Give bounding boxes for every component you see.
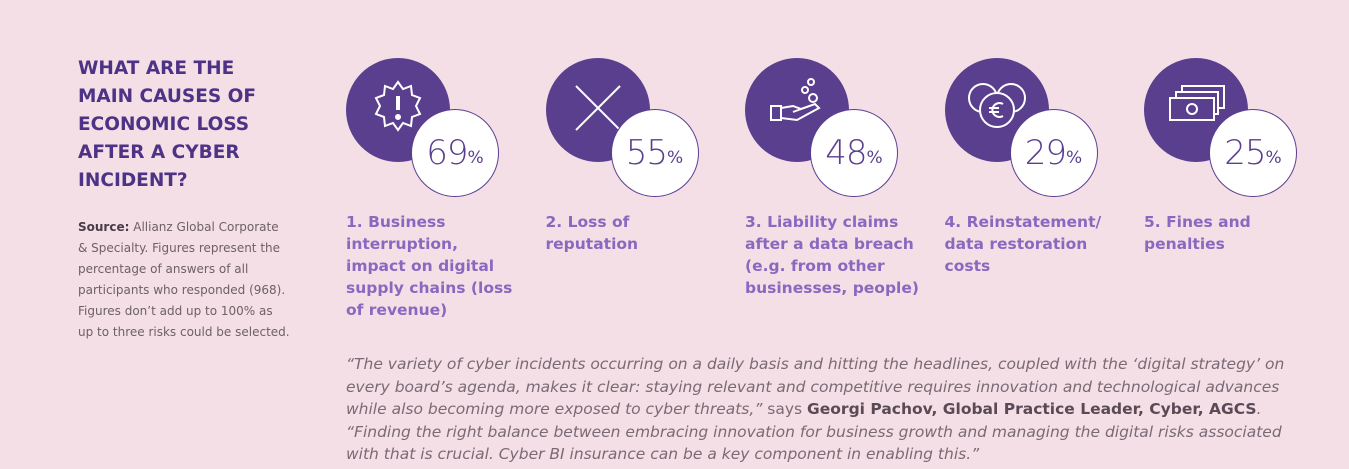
cause-label: 4. Reinstatement/ data restoration costs — [944, 213, 1102, 275]
percent-circle: 25% — [1209, 109, 1297, 197]
cause-item: 55% 2. Loss of reputation — [545, 58, 736, 328]
icon — [574, 85, 621, 131]
quote: “The variety of cyber incidents occurrin… — [346, 353, 1306, 466]
cause-label: 5. Fines and penalties — [1144, 213, 1251, 253]
percent-value: 48 — [825, 133, 867, 173]
icon — [374, 80, 422, 132]
icon — [770, 78, 821, 122]
percent-unit: % — [1265, 148, 1282, 168]
percent-unit: % — [866, 148, 883, 168]
percent-unit: % — [667, 148, 684, 168]
percent-circle: 69% — [411, 109, 499, 197]
cause-item: 29% 4. Reinstatement/ data restoration co… — [944, 58, 1135, 328]
icon — [1169, 85, 1225, 121]
percent-unit: % — [467, 148, 484, 168]
percent-circle: 48% — [810, 109, 898, 197]
quote-says: says — [767, 400, 803, 418]
icon — [967, 83, 1026, 128]
cause-label: 1. Business interruption, impact on digi… — [346, 213, 513, 319]
percent-unit: % — [1066, 148, 1083, 168]
cause-item: 48% 3. Liability claims after a data brea… — [745, 58, 935, 328]
cause-item: 25% 5. Fines and penalties — [1144, 58, 1334, 328]
heading: WHAT ARE THE MAIN CAUSES OF ECONOMIC LOS… — [78, 58, 256, 191]
percent-circle: 29% — [1009, 109, 1098, 197]
source-text: Allianz Global Corporate & Specialty. Fi… — [78, 220, 290, 339]
cause-label: 2. Loss of reputation — [545, 213, 639, 253]
source-label: Source: — [78, 220, 130, 234]
percent-value: 25 — [1224, 133, 1266, 173]
percent-value: 55 — [625, 133, 668, 173]
source-note: Source: Allianz Global Corporate & Speci… — [78, 217, 290, 343]
quote-part: . “Finding the right balance between emb… — [346, 400, 1282, 463]
quote-part: “The variety of cyber incidents occurrin… — [346, 355, 1285, 418]
percent-circle: 55% — [610, 109, 699, 197]
quote-speaker: Georgi Pachov, Global Practice Leader, C… — [807, 400, 1257, 418]
cause-item: 69% 1. Business interruption, impact on d… — [346, 58, 536, 328]
percent-value: 29 — [1024, 133, 1067, 173]
cause-label: 3. Liability claims after a data breach … — [745, 213, 919, 297]
percent-value: 69 — [426, 133, 468, 173]
